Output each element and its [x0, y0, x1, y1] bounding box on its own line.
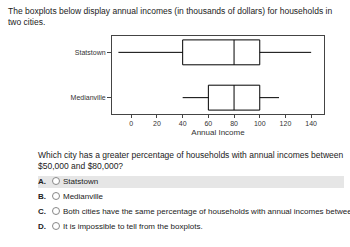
svg-text:20: 20 — [153, 120, 161, 127]
svg-text:120: 120 — [280, 120, 292, 127]
svg-text:Medianville: Medianville — [71, 94, 106, 101]
html-text:A.: A. — [38, 177, 46, 186]
html-text:D.: D. — [38, 222, 46, 231]
svg-text:0: 0 — [129, 120, 133, 127]
html-text:C.: C. — [38, 207, 46, 216]
html-text:B.: B. — [38, 192, 46, 201]
html-text:Statstown: Statstown — [63, 177, 99, 186]
html-text:Which city has a greater perce: Which city has a greater percentage of h… — [38, 150, 344, 171]
svg-text:40: 40 — [179, 120, 187, 127]
html-text:The boxplots below display ann: The boxplots below display annual income… — [8, 6, 333, 27]
svg-text:Statstown: Statstown — [75, 49, 106, 56]
html-text:It is impossible to tell from: It is impossible to tell from the boxplo… — [63, 222, 203, 231]
svg-text:100: 100 — [254, 120, 266, 127]
svg-text:60: 60 — [204, 120, 212, 127]
svg-text:80: 80 — [230, 120, 238, 127]
svg-text:140: 140 — [305, 120, 317, 127]
html-text:Medianville: Medianville — [63, 192, 103, 201]
svg-text:Annual Income: Annual Income — [191, 128, 245, 137]
